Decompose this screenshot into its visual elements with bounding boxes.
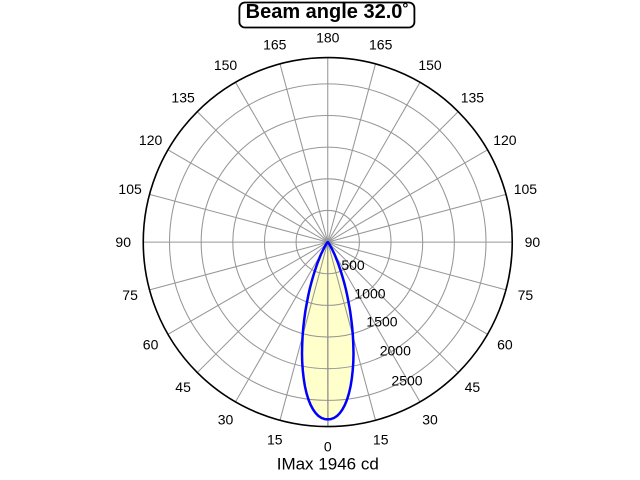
svg-text:500: 500 (341, 257, 365, 273)
svg-text:60: 60 (143, 336, 159, 352)
svg-text:90: 90 (115, 234, 131, 250)
svg-text:30: 30 (422, 411, 438, 427)
svg-text:150: 150 (418, 57, 442, 73)
svg-text:135: 135 (461, 89, 485, 105)
svg-text:1500: 1500 (366, 314, 397, 330)
svg-text:105: 105 (118, 181, 142, 197)
svg-text:Beam angle 32.0°: Beam angle 32.0° (246, 1, 409, 24)
svg-text:15: 15 (267, 432, 283, 448)
svg-text:105: 105 (514, 181, 538, 197)
svg-text:15: 15 (373, 432, 389, 448)
svg-text:150: 150 (214, 57, 238, 73)
svg-text:IMax 1946 cd: IMax 1946 cd (277, 455, 379, 474)
svg-text:30: 30 (218, 411, 234, 427)
svg-text:120: 120 (139, 132, 163, 148)
svg-text:1000: 1000 (354, 286, 385, 302)
svg-text:90: 90 (525, 234, 541, 250)
svg-text:45: 45 (465, 379, 481, 395)
svg-text:165: 165 (369, 37, 393, 53)
svg-text:0: 0 (324, 439, 332, 455)
svg-text:120: 120 (493, 132, 517, 148)
svg-text:75: 75 (518, 287, 534, 303)
svg-text:180: 180 (316, 30, 340, 46)
svg-text:60: 60 (497, 336, 513, 352)
svg-text:75: 75 (122, 287, 138, 303)
svg-text:2500: 2500 (391, 372, 422, 388)
svg-text:165: 165 (263, 37, 287, 53)
svg-text:2000: 2000 (380, 343, 411, 359)
svg-text:45: 45 (175, 379, 191, 395)
svg-text:135: 135 (171, 89, 195, 105)
